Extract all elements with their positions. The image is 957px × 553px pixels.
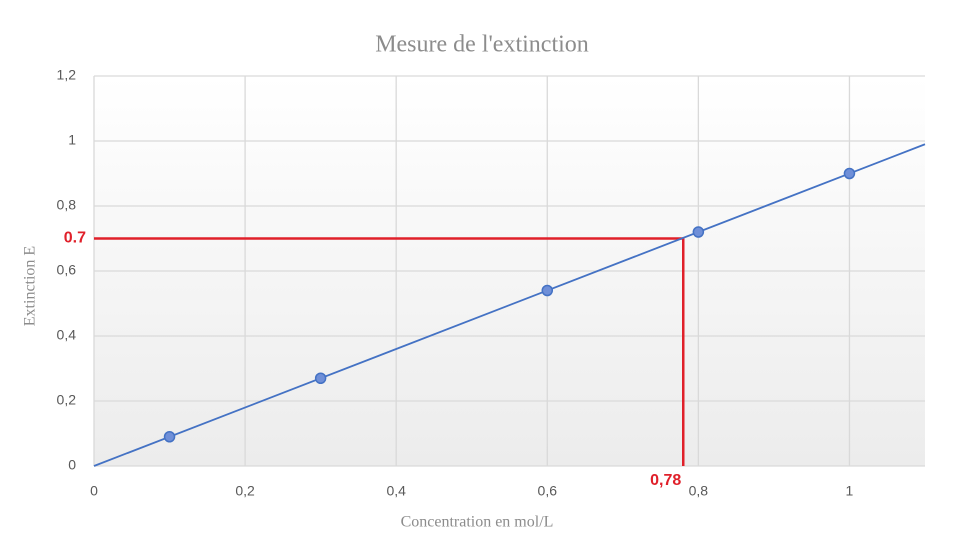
y-tick-label: 0	[68, 457, 76, 473]
x-axis-title: Concentration en mol/L	[401, 514, 554, 531]
y-tick-label: 0,8	[57, 197, 77, 213]
data-point	[843, 167, 856, 180]
x-tick-label: 1	[846, 483, 854, 499]
y-axis-title: Extinction E	[22, 246, 39, 326]
chart-title: Mesure de l'extinction	[375, 32, 589, 58]
y-tick-label: 1,2	[57, 67, 77, 83]
data-point	[692, 226, 705, 238]
x-tick-label: 0,6	[538, 483, 558, 499]
data-point	[314, 372, 327, 384]
annotation-label: 0,78	[650, 472, 681, 489]
data-point	[163, 431, 176, 443]
x-tick-label: 0,2	[235, 483, 255, 499]
y-tick-label: 0,6	[57, 262, 77, 278]
x-tick-label: 0,4	[386, 483, 406, 499]
y-tick-label: 0,2	[57, 392, 77, 408]
y-tick-label: 1	[68, 132, 76, 148]
data-point	[541, 284, 554, 297]
y-tick-label: 0,4	[57, 327, 77, 343]
trendline	[93, 143, 926, 467]
x-tick-label: 0,8	[689, 483, 709, 499]
annotation-label: 0.7	[64, 230, 86, 247]
x-tick-label: 0	[90, 483, 98, 499]
